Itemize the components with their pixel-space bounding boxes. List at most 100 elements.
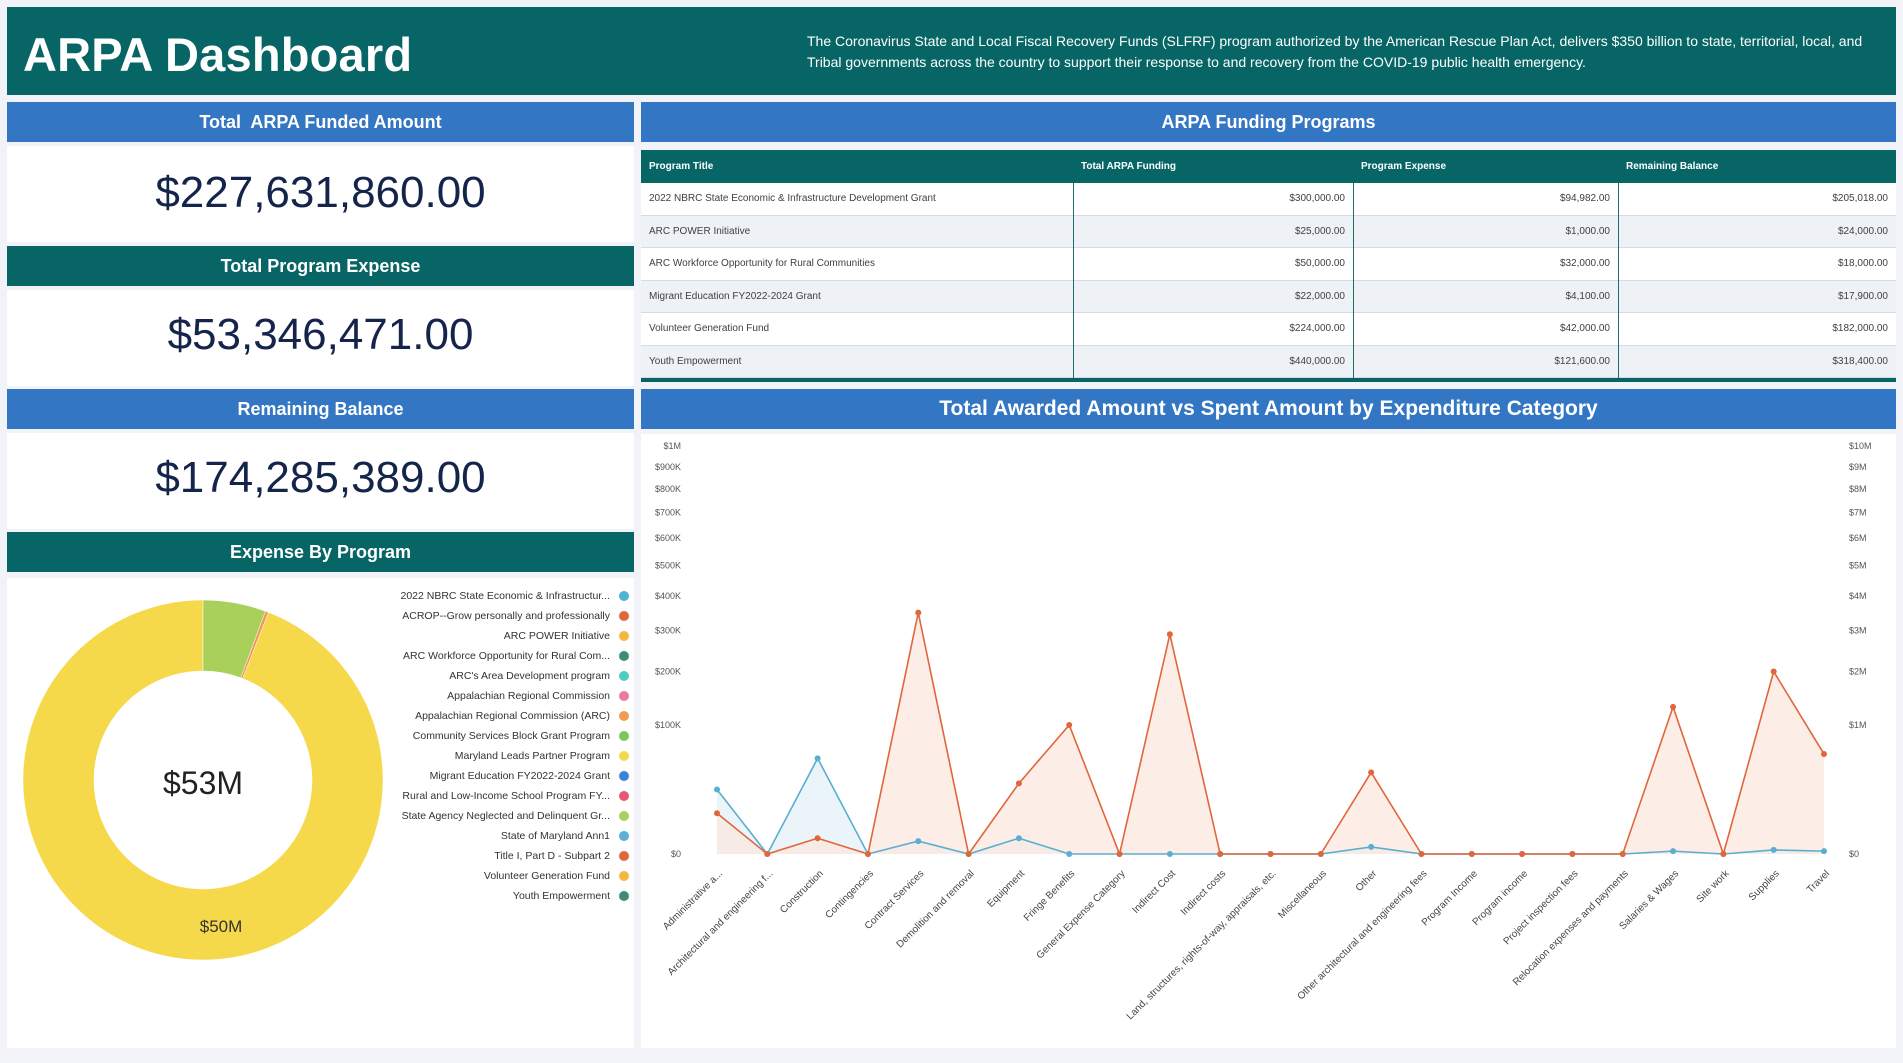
data-point[interactable]	[915, 609, 922, 616]
table-row[interactable]: ARC POWER Initiative $25,000.00 $1,000.00 $…	[641, 215, 1896, 248]
cell-total-funding: $300,000.00	[1289, 193, 1345, 204]
table-row[interactable]: Youth Empowerment $440,000.00 $121,600.00 $…	[641, 345, 1896, 378]
data-point[interactable]	[1418, 851, 1425, 857]
awarded-vs-spent-chart: $0 $100K $200K $300K $400K $500K $600K $700K $80…	[655, 441, 1872, 1022]
legend-item[interactable]: ARC POWER Initiative	[504, 626, 629, 646]
right-axis-tick-label: $3M	[1849, 626, 1867, 636]
data-point[interactable]	[1821, 751, 1827, 758]
column-header-remaining-balance[interactable]: Remaining Balance	[1626, 161, 1719, 172]
legend-label: Appalachian Regional Commission	[447, 690, 610, 702]
category-label: Indirect Cost	[1131, 868, 1179, 916]
data-point[interactable]	[814, 755, 821, 762]
donut-slice[interactable]	[240, 610, 269, 679]
data-point[interactable]	[714, 810, 720, 817]
donut-center-label: $53M	[163, 765, 243, 801]
legend-item[interactable]: Youth Empowerment	[513, 886, 629, 906]
legend-item[interactable]: Title I, Part D - Subpart 2	[494, 846, 629, 866]
data-point[interactable]	[864, 851, 871, 857]
column-divider	[1073, 183, 1074, 378]
data-point[interactable]	[1670, 703, 1677, 710]
data-point[interactable]	[915, 838, 922, 845]
legend-item[interactable]: Volunteer Generation Fund	[484, 866, 629, 886]
page-title: ARPA Dashboard	[23, 28, 413, 81]
left-axis-tick-label: $300K	[655, 626, 681, 636]
left-axis-tick-label: $0	[671, 849, 681, 859]
legend-swatch	[619, 671, 629, 681]
cell-total-funding: $25,000.00	[1294, 225, 1345, 237]
legend-item[interactable]: Rural and Low-Income School Program FY..…	[402, 786, 629, 806]
data-point[interactable]	[1217, 851, 1224, 857]
data-point[interactable]	[1670, 848, 1677, 855]
dashboard-header: ARPA Dashboard The Coronavirus State and…	[7, 7, 1896, 95]
data-point[interactable]	[764, 851, 771, 857]
left-axis-tick-label: $400K	[655, 591, 681, 601]
category-label: Other	[1354, 868, 1380, 894]
legend-item[interactable]: State of Maryland Ann1	[501, 826, 629, 846]
table-row[interactable]: ARC Workforce Opportunity for Rural Comm…	[641, 248, 1896, 281]
data-point[interactable]	[1015, 780, 1022, 787]
data-point[interactable]	[1066, 851, 1073, 857]
table-row[interactable]: Migrant Education FY2022-2024 Grant $22,0…	[641, 280, 1896, 313]
left-axis-tick-label: $700K	[655, 508, 681, 518]
data-point[interactable]	[1267, 851, 1274, 857]
legend-item[interactable]: 2022 NBRC State Economic & Infrastructur…	[400, 586, 629, 606]
data-point[interactable]	[1720, 851, 1727, 857]
cell-total-funding: $224,000.00	[1289, 323, 1345, 334]
data-point[interactable]	[1368, 843, 1375, 850]
left-axis-tick-label: $500K	[655, 561, 681, 571]
left-axis-tick-label: $1M	[663, 441, 681, 451]
legend-label: ARC Workforce Opportunity for Rural Com.…	[403, 650, 610, 662]
table-bottom-border	[641, 378, 1896, 382]
data-point[interactable]	[965, 851, 972, 857]
cell-remaining-balance: $17,900.00	[1837, 290, 1888, 302]
legend-item[interactable]: ACROP--Grow personally and professionall…	[402, 606, 629, 626]
column-header-program-title[interactable]: Program Title	[649, 161, 714, 172]
data-point[interactable]	[814, 835, 821, 842]
funded-amount-header: Total ARPA Funded Amount	[7, 102, 634, 142]
legend-item[interactable]: Migrant Education FY2022-2024 Grant	[430, 766, 629, 786]
cell-program-title: ARC POWER Initiative	[649, 225, 751, 237]
data-point[interactable]	[1468, 851, 1475, 857]
data-point[interactable]	[1519, 851, 1526, 857]
data-point[interactable]	[714, 786, 720, 793]
data-point[interactable]	[1569, 851, 1576, 857]
data-point[interactable]	[1166, 851, 1173, 857]
data-point[interactable]	[1317, 851, 1324, 857]
header-description: The Coronavirus State and Local Fiscal R…	[807, 33, 1863, 70]
column-header-program-expense[interactable]: Program Expense	[1361, 161, 1447, 172]
data-point[interactable]	[1116, 851, 1123, 857]
data-point[interactable]	[1166, 631, 1173, 638]
legend-item[interactable]: Appalachian Regional Commission (ARC)	[415, 706, 629, 726]
table-row[interactable]: 2022 NBRC State Economic & Infrastructur…	[641, 183, 1896, 216]
right-axis-tick-label: $7M	[1849, 508, 1867, 518]
legend-item[interactable]: Community Services Block Grant Program	[413, 726, 629, 746]
funding-programs-table: Program Title Total ARPA Funding Program…	[641, 150, 1896, 382]
category-label: Travel	[1805, 868, 1832, 895]
data-point[interactable]	[1770, 846, 1777, 853]
program-expense-header: Total Program Expense	[7, 246, 634, 286]
legend-item[interactable]: Appalachian Regional Commission	[447, 686, 629, 706]
legend-item[interactable]: Maryland Leads Partner Program	[455, 746, 629, 766]
data-point[interactable]	[1619, 851, 1626, 857]
remaining-balance-label: Remaining Balance	[237, 398, 404, 419]
data-point[interactable]	[1368, 769, 1375, 776]
donut-slice[interactable]	[22, 599, 384, 961]
cell-program-title: Migrant Education FY2022-2024 Grant	[649, 290, 821, 302]
data-point[interactable]	[1821, 848, 1827, 855]
legend-item[interactable]: ARC Workforce Opportunity for Rural Com.…	[403, 646, 629, 666]
right-axis-tick-label: $5M	[1849, 561, 1867, 571]
data-point[interactable]	[1066, 721, 1073, 728]
legend-item[interactable]: ARC's Area Development program	[449, 666, 629, 686]
table-row[interactable]: Volunteer Generation Fund $224,000.00 $42,…	[641, 313, 1896, 346]
right-axis-tick-label: $10M	[1849, 441, 1872, 451]
cell-program-expense: $42,000.00	[1559, 323, 1610, 334]
cell-total-funding: $50,000.00	[1294, 258, 1345, 269]
column-header-total-funding[interactable]: Total ARPA Funding	[1081, 161, 1176, 172]
data-point[interactable]	[1015, 835, 1022, 842]
legend-label: Maryland Leads Partner Program	[454, 750, 610, 762]
legend-label: State of Maryland Ann1	[500, 830, 610, 842]
legend-swatch	[619, 711, 629, 721]
cell-program-expense: $121,600.00	[1554, 355, 1610, 367]
legend-item[interactable]: State Agency Neglected and Delinquent Gr…	[402, 806, 629, 826]
data-point[interactable]	[1770, 668, 1777, 675]
